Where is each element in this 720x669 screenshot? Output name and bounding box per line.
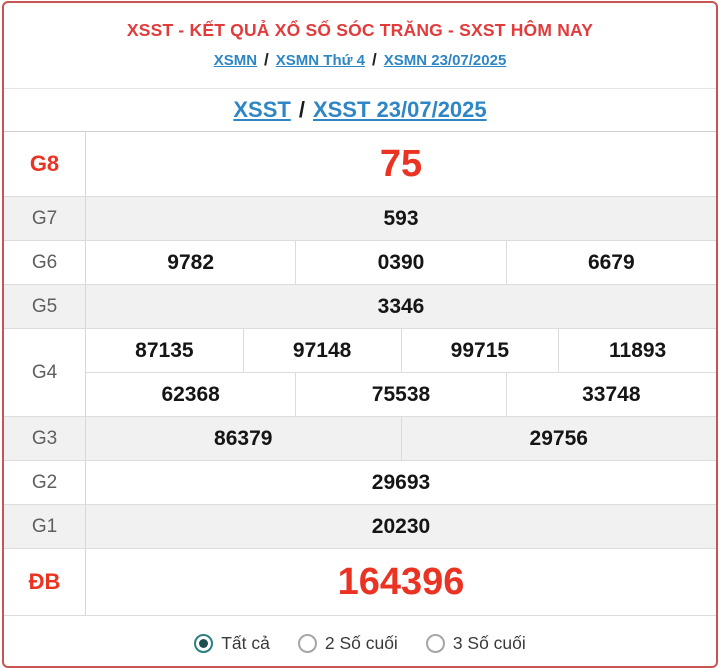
prize-numbers: 9782 0390 6679 bbox=[86, 241, 716, 284]
table-row-g6: G6 9782 0390 6679 bbox=[4, 241, 716, 285]
prize-number: 9782 bbox=[167, 250, 215, 274]
prize-line: 593 bbox=[86, 197, 716, 240]
prize-number: 33748 bbox=[505, 373, 716, 416]
prize-label-g1: G1 bbox=[4, 505, 86, 548]
prize-numbers: 593 bbox=[86, 197, 716, 240]
heading-link-xsst-date[interactable]: XSST 23/07/2025 bbox=[312, 97, 487, 122]
prize-number: 29756 bbox=[400, 417, 717, 460]
table-row-g3: G3 86379 29756 bbox=[4, 417, 716, 461]
page-title: XSST - KẾT QUẢ XỔ SỐ SÓC TRĂNG - SXST HÔ… bbox=[126, 20, 594, 40]
prize-line: 86379 29756 bbox=[86, 417, 716, 460]
filter-option-3-so-cuoi[interactable]: 3 Số cuối bbox=[425, 632, 526, 654]
table-row-g8: G8 75 bbox=[4, 132, 716, 197]
filter-option-label: Tất cả bbox=[221, 632, 270, 653]
prize-number: 97148 bbox=[242, 329, 401, 372]
breadcrumb-link-xsmn-date[interactable]: XSMN 23/07/2025 bbox=[383, 52, 507, 69]
prize-line: 87135 97148 99715 11893 bbox=[86, 329, 716, 372]
prize-numbers: 29693 bbox=[86, 461, 716, 504]
prize-line: 164396 bbox=[86, 549, 716, 615]
prize-number: 75538 bbox=[295, 373, 505, 416]
radio-icon[interactable] bbox=[425, 633, 445, 653]
prize-number: 3346 bbox=[377, 294, 425, 318]
breadcrumb-link-xsmn[interactable]: XSMN bbox=[213, 52, 258, 69]
radio-selected-icon[interactable] bbox=[194, 633, 214, 653]
table-row-g7: G7 593 bbox=[4, 197, 716, 241]
radio-icon[interactable] bbox=[297, 633, 317, 653]
filter-options: Tất cả 2 Số cuối 3 Số cuối bbox=[4, 616, 716, 666]
prize-label-g5: G5 bbox=[4, 285, 86, 328]
filter-option-tat-ca[interactable]: Tất cả bbox=[194, 633, 270, 654]
prize-numbers: 75 bbox=[86, 132, 716, 196]
prize-number: 62368 bbox=[161, 382, 220, 406]
prize-line: 20230 bbox=[86, 505, 716, 548]
prize-number: 164396 bbox=[337, 560, 465, 603]
prize-number: 11893 bbox=[558, 329, 716, 372]
breadcrumb-link-xsmn-thu-4[interactable]: XSMN Thứ 4 bbox=[275, 52, 365, 69]
heading-separator: / bbox=[298, 97, 305, 122]
prize-numbers: 87135 97148 99715 11893 62368 75538 33748 bbox=[86, 329, 716, 416]
results-table: G8 75 G7 593 G6 9782 0390 6679 G5 3346 G4 87135 9714… bbox=[4, 131, 716, 616]
prize-number: 6679 bbox=[505, 241, 716, 284]
prize-label-g4: G4 bbox=[4, 329, 86, 416]
prize-number: 593 bbox=[383, 206, 419, 230]
filter-option-label: 3 Số cuối bbox=[452, 632, 526, 653]
prize-numbers: 164396 bbox=[86, 549, 716, 615]
prize-label-g2: G2 bbox=[4, 461, 86, 504]
prize-number: 20230 bbox=[371, 514, 431, 538]
breadcrumb-separator: / bbox=[264, 50, 269, 69]
prize-number: 99715 bbox=[400, 329, 559, 372]
table-row-g2: G2 29693 bbox=[4, 461, 716, 505]
prize-line: 75 bbox=[86, 132, 716, 196]
filter-option-label: 2 Số cuối bbox=[324, 632, 398, 653]
breadcrumb-separator: / bbox=[371, 50, 377, 69]
heading-link-xsst[interactable]: XSST bbox=[233, 97, 291, 122]
prize-label-g6: G6 bbox=[4, 241, 86, 284]
prize-line: 62368 75538 33748 bbox=[86, 372, 716, 416]
prize-line: 3346 bbox=[86, 285, 716, 328]
prize-number: 75 bbox=[379, 142, 423, 185]
table-row-g4: G4 87135 97148 99715 11893 62368 75538 33748 bbox=[4, 329, 716, 417]
filter-option-2-so-cuoi[interactable]: 2 Số cuối bbox=[297, 632, 398, 654]
breadcrumb: XSMN / XSMN Thứ 4 / XSMN 23/07/2025 bbox=[4, 50, 716, 71]
table-row-db: ĐB 164396 bbox=[4, 549, 716, 616]
prize-label-db: ĐB bbox=[4, 549, 86, 615]
table-row-g5: G5 3346 bbox=[4, 285, 716, 329]
prize-line: 29693 bbox=[86, 461, 716, 504]
prize-number: 29693 bbox=[371, 470, 431, 494]
prize-label-g3: G3 bbox=[4, 417, 86, 460]
prize-number: 86379 bbox=[214, 426, 273, 450]
prize-label-g7: G7 bbox=[4, 197, 86, 240]
prize-numbers: 86379 29756 bbox=[86, 417, 716, 460]
card-header: XSST - KẾT QUẢ XỔ SỐ SÓC TRĂNG - SXST HÔ… bbox=[4, 3, 716, 89]
table-row-g1: G1 20230 bbox=[4, 505, 716, 549]
prize-label-g8: G8 bbox=[4, 132, 86, 196]
prize-number: 87135 bbox=[135, 338, 194, 362]
prize-number: 0390 bbox=[295, 241, 505, 284]
prize-numbers: 20230 bbox=[86, 505, 716, 548]
prize-line: 9782 0390 6679 bbox=[86, 241, 716, 284]
result-heading: XSST / XSST 23/07/2025 bbox=[4, 89, 716, 131]
prize-numbers: 3346 bbox=[86, 285, 716, 328]
